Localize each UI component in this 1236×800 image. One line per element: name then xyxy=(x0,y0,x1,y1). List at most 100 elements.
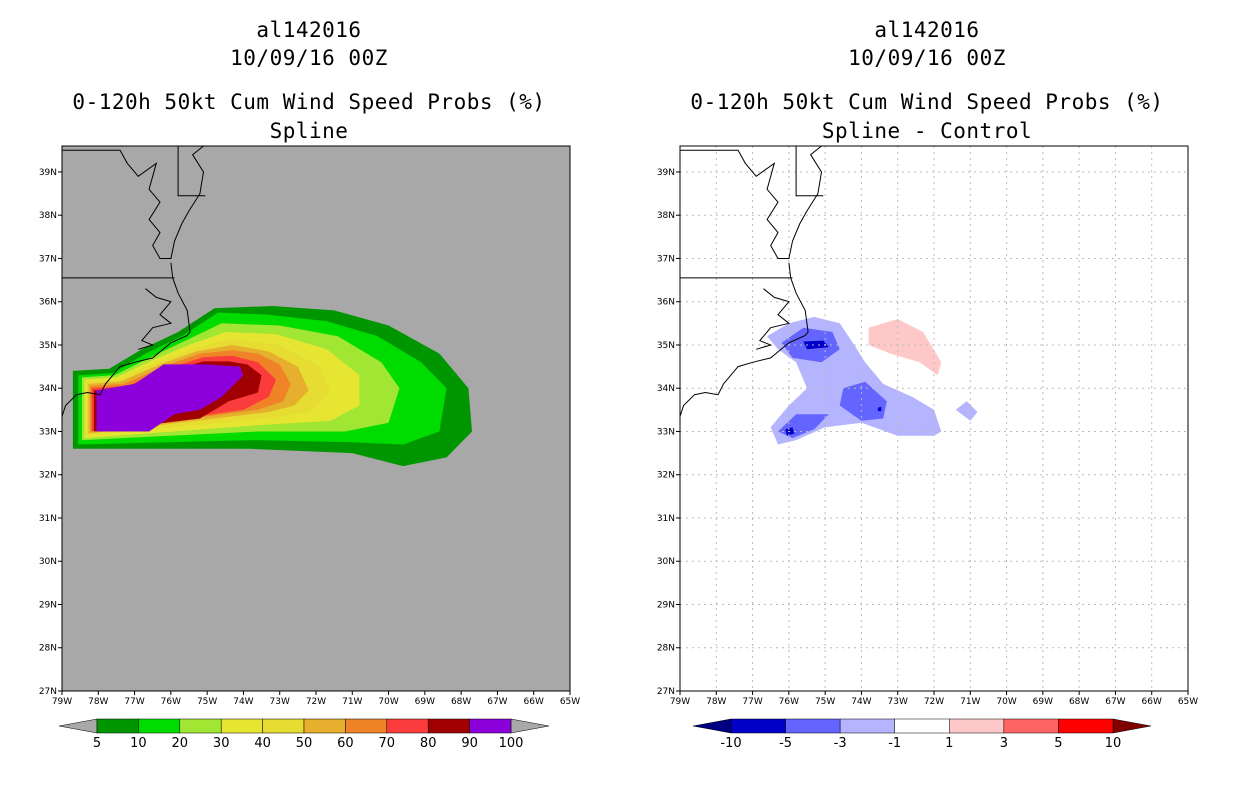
colorbar-swatch xyxy=(427,718,470,734)
lat-tick-label: 37N xyxy=(39,254,57,264)
lon-tick-label: 75W xyxy=(197,697,217,707)
probability-band xyxy=(96,364,244,432)
lat-tick-label: 36N xyxy=(657,298,675,308)
lat-tick-label: 30N xyxy=(657,557,675,567)
lon-tick-label: 65W xyxy=(1178,697,1198,707)
coastline xyxy=(62,145,205,259)
difference-contours xyxy=(767,316,978,445)
axes: 79W 78W 77W 76W 75W 74W 73W 72W 71W 70W 69W 68W 67W 6… xyxy=(657,145,1198,707)
lon-tick-label: 69W xyxy=(415,697,435,707)
colorbar-label: 20 xyxy=(172,736,189,751)
colorbar-swatch xyxy=(220,718,263,734)
difference-band xyxy=(839,381,887,421)
storm-id-title: al142016 xyxy=(256,18,362,42)
colorbar-swatch xyxy=(1058,718,1114,734)
lon-tick-label: 79W xyxy=(52,697,72,707)
difference-band xyxy=(803,340,829,350)
lon-tick-label: 72W xyxy=(924,697,944,707)
coastline xyxy=(680,145,823,259)
lon-tick-label: 74W xyxy=(233,697,253,707)
colorbar-label: 50 xyxy=(296,736,313,751)
geography xyxy=(679,145,824,417)
colorbar-swatch xyxy=(894,718,950,734)
colorbar-label: 5 xyxy=(93,736,101,751)
lat-tick-label: 28N xyxy=(39,644,57,654)
lon-tick-label: 73W xyxy=(270,697,290,707)
colorbar-swatch xyxy=(96,718,139,734)
colorbar-swatch xyxy=(949,718,1005,734)
difference-map: 79W 78W 77W 76W 75W 74W 73W 72W 71W 70W 69W 68W 67W 6… xyxy=(657,145,1198,751)
colorbar-label: 90 xyxy=(461,736,478,751)
valid-time-title: 10/09/16 00Z xyxy=(230,46,388,70)
colorbar-swatch xyxy=(138,718,181,734)
colorbar-swatch xyxy=(386,718,429,734)
colorbar-under-triangle xyxy=(58,718,98,734)
lon-tick-label: 70W xyxy=(996,697,1016,707)
colorbar-swatch xyxy=(730,718,786,734)
panel-subtitle: Spline xyxy=(269,119,349,143)
lat-tick-label: 34N xyxy=(657,384,675,394)
lon-tick-label: 68W xyxy=(1069,697,1089,707)
colorbar-label: -10 xyxy=(720,736,741,751)
panel-subtitle: Spline - Control xyxy=(821,119,1033,143)
colorbar-swatch xyxy=(262,718,305,734)
left-panel: al142016 10/09/16 00Z 0-120h 50kt Cum Wi… xyxy=(39,18,580,751)
probability-contours xyxy=(72,306,473,467)
lon-tick-label: 74W xyxy=(851,697,871,707)
lon-tick-label: 76W xyxy=(161,697,181,707)
lat-tick-label: 36N xyxy=(39,298,57,308)
lon-tick-label: 71W xyxy=(342,697,362,707)
probability-map: 79W 78W 77W 76W 75W 74W 73W 72W 71W 70W 69W 68W 67W 6… xyxy=(39,145,580,751)
lon-tick-label: 75W xyxy=(815,697,835,707)
lon-tick-label: 68W xyxy=(451,697,471,707)
lat-tick-label: 32N xyxy=(657,471,675,481)
colorbar-over-triangle xyxy=(510,718,550,734)
colorbar-label: 60 xyxy=(337,736,354,751)
colorbar-swatch xyxy=(469,718,512,734)
state-border xyxy=(795,146,824,197)
lon-tick-label: 77W xyxy=(742,697,762,707)
lon-tick-label: 65W xyxy=(560,697,580,707)
lat-tick-label: 35N xyxy=(657,341,675,351)
product-title: 0-120h 50kt Cum Wind Speed Probs (%) xyxy=(72,90,546,114)
lon-tick-label: 77W xyxy=(124,697,144,707)
lat-tick-label: 33N xyxy=(39,427,57,437)
colorbar-under-triangle xyxy=(692,718,732,734)
coastline xyxy=(61,262,191,417)
colorbar-swatch xyxy=(839,718,895,734)
lon-tick-label: 78W xyxy=(88,697,108,707)
product-title: 0-120h 50kt Cum Wind Speed Probs (%) xyxy=(690,90,1164,114)
colorbar-label: 100 xyxy=(499,736,524,751)
coastline xyxy=(679,262,809,417)
lat-tick-label: 27N xyxy=(39,687,57,697)
colorbar-over-triangle xyxy=(1112,718,1152,734)
right-panel: al142016 10/09/16 00Z 0-120h 50kt Cum Wi… xyxy=(618,0,1236,800)
lat-tick-label: 27N xyxy=(657,687,675,697)
lon-tick-label: 79W xyxy=(670,697,690,707)
colorbar-label: 10 xyxy=(130,736,147,751)
colorbar-label: 1 xyxy=(945,736,953,751)
lat-tick-label: 38N xyxy=(39,211,57,221)
lat-tick-label: 37N xyxy=(657,254,675,264)
colorbar-label: 80 xyxy=(420,736,437,751)
lon-tick-label: 72W xyxy=(306,697,326,707)
colorbar-swatch xyxy=(785,718,841,734)
lat-tick-label: 38N xyxy=(657,211,675,221)
valid-time-title: 10/09/16 00Z xyxy=(848,46,1006,70)
lat-tick-label: 34N xyxy=(39,384,57,394)
lat-tick-label: 35N xyxy=(39,341,57,351)
coastline xyxy=(756,288,791,350)
coastline xyxy=(138,288,173,350)
lat-tick-label: 28N xyxy=(657,644,675,654)
state-border xyxy=(177,146,206,197)
lon-tick-label: 73W xyxy=(888,697,908,707)
colorbar-label: 30 xyxy=(213,736,230,751)
colorbar-swatch xyxy=(1003,718,1059,734)
lon-tick-label: 76W xyxy=(779,697,799,707)
lon-tick-label: 70W xyxy=(378,697,398,707)
lat-tick-label: 33N xyxy=(657,427,675,437)
lon-tick-label: 69W xyxy=(1033,697,1053,707)
lon-tick-label: 71W xyxy=(960,697,980,707)
lat-tick-label: 29N xyxy=(39,600,57,610)
difference-band xyxy=(955,401,978,421)
